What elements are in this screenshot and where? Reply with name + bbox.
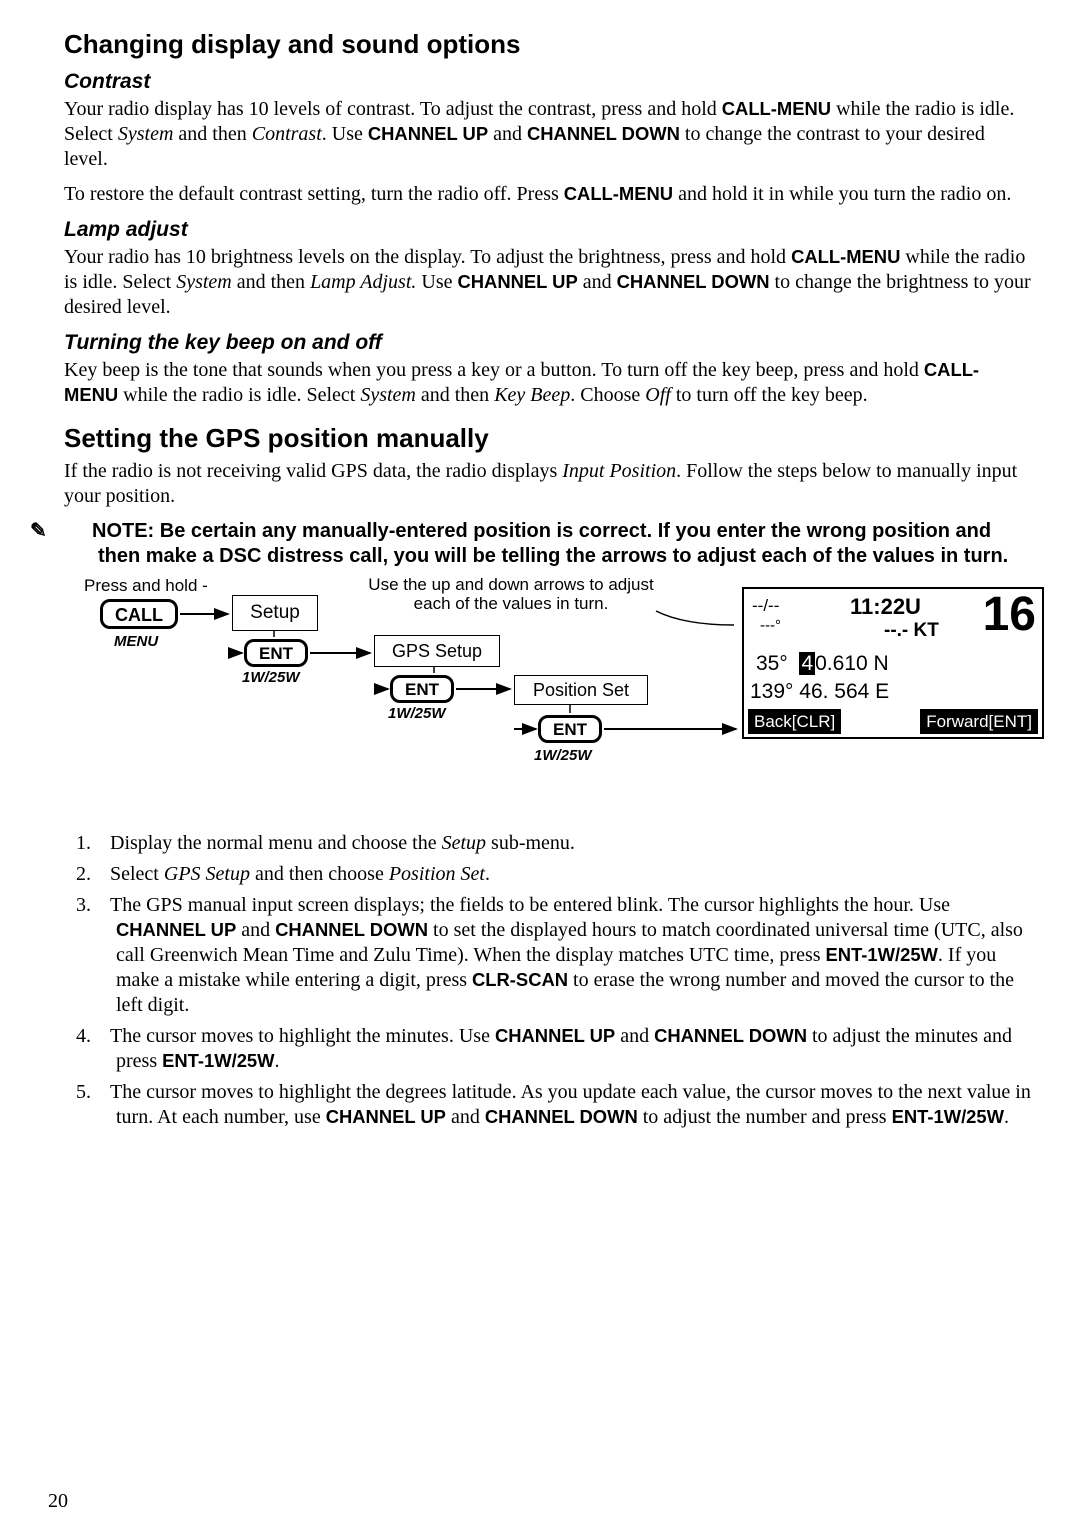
key-channel-up: CHANNEL UP [458, 271, 578, 292]
step-4: The cursor moves to highlight the minute… [76, 1024, 1032, 1074]
note-gps: ✎NOTE: Be certain any manually-entered p… [64, 519, 1032, 569]
hint-text: Use the up and down arrows to adjust eac… [366, 575, 656, 614]
para-lamp: Your radio has 10 brightness levels on t… [64, 245, 1032, 320]
heading-display-sound: Changing display and sound options [64, 28, 1032, 61]
ent-button-3: ENT [538, 715, 602, 743]
screen-channel-16: 16 [983, 585, 1036, 645]
label-1w25w-3: 1W/25W [534, 747, 592, 766]
label-menu: MENU [114, 633, 158, 652]
subhead-keybeep: Turning the key beep on and off [64, 330, 1032, 356]
position-set-box: Position Set [514, 675, 648, 705]
para-contrast-1: Your radio display has 10 levels of cont… [64, 97, 1032, 172]
key-call-menu: CALL-MENU [791, 246, 900, 267]
screen-latitude: 35° 40.610 N [756, 651, 889, 677]
key-channel-down: CHANNEL DOWN [617, 271, 770, 292]
setup-box: Setup [232, 595, 318, 631]
screen-highlight-digit: 4 [799, 652, 815, 675]
heading-gps: Setting the GPS position manually [64, 422, 1032, 455]
radio-screen: --/-- 11:22U 16 ---° --.- KT 35° 40.610 … [742, 587, 1044, 739]
step-2: Select GPS Setup and then choose Positio… [76, 862, 1032, 887]
para-contrast-2: To restore the default contrast setting,… [64, 182, 1032, 207]
subhead-lamp: Lamp adjust [64, 217, 1032, 243]
screen-date-dashes: --/-- [752, 595, 779, 616]
screen-button-bar: Back[CLR] Forward[ENT] [748, 709, 1038, 733]
para-gps-intro: If the radio is not receiving valid GPS … [64, 459, 1032, 509]
ent-button-2: ENT [390, 675, 454, 703]
ent-button-1: ENT [244, 639, 308, 667]
step-1: Display the normal menu and choose the S… [76, 831, 1032, 856]
note-icon: ✎ [64, 519, 92, 544]
subhead-contrast: Contrast [64, 69, 1032, 95]
page-number: 20 [48, 1489, 68, 1514]
screen-time: 11:22U [850, 593, 921, 621]
gps-setup-box: GPS Setup [374, 635, 500, 667]
screen-forward-button: Forward[ENT] [920, 709, 1038, 734]
screen-kt: --.- KT [884, 619, 939, 643]
label-press-hold: Press and hold - [84, 575, 208, 596]
para-keybeep: Key beep is the tone that sounds when yo… [64, 358, 1032, 408]
key-channel-down: CHANNEL DOWN [527, 123, 680, 144]
key-call-menu: CALL-MENU [564, 183, 673, 204]
steps-list: Display the normal menu and choose the S… [64, 831, 1032, 1130]
key-call-menu: CALL-MENU [722, 98, 831, 119]
step-5: The cursor moves to highlight the degree… [76, 1080, 1032, 1130]
screen-deg-dashes: ---° [760, 617, 781, 636]
label-1w25w-1: 1W/25W [242, 669, 300, 688]
key-channel-up: CHANNEL UP [368, 123, 488, 144]
label-1w25w-2: 1W/25W [388, 705, 446, 724]
screen-back-button: Back[CLR] [748, 709, 841, 734]
gps-diagram: Press and hold - CALL MENU Setup ENT 1W/… [84, 575, 1044, 815]
call-button: CALL [100, 599, 178, 629]
step-3: The GPS manual input screen displays; th… [76, 893, 1032, 1018]
screen-longitude: 139° 46. 564 E [750, 679, 889, 705]
